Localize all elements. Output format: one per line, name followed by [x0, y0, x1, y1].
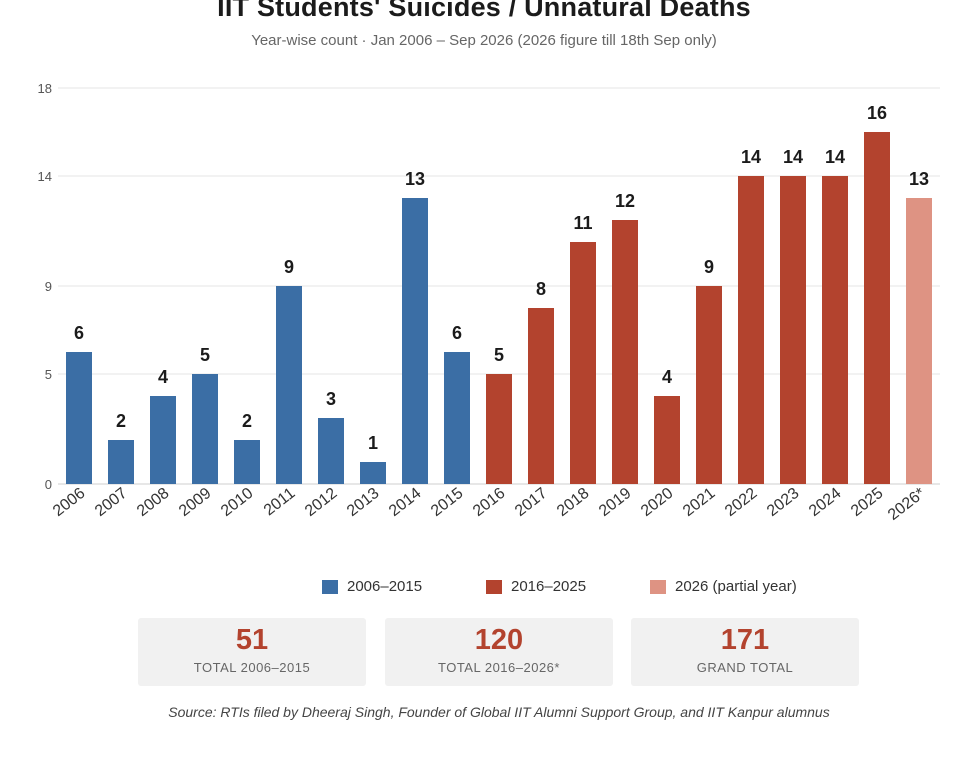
- y-tick-label: 0: [45, 477, 52, 492]
- data-label: 11: [573, 213, 592, 233]
- data-label: 5: [494, 345, 504, 365]
- x-tick-label: 2014: [386, 485, 425, 520]
- legend-swatch-period2: [486, 579, 502, 594]
- y-tick-label: 9: [45, 279, 52, 294]
- x-tick-label: 2023: [764, 485, 803, 520]
- y-tick-label: 5: [45, 367, 52, 382]
- bar: [696, 286, 722, 484]
- data-label: 3: [326, 389, 336, 409]
- data-label: 14: [783, 147, 803, 167]
- chart-title: IIT Students' Suicides / Unnatural Death…: [217, 0, 751, 22]
- data-label: 2: [116, 411, 126, 431]
- x-tick-label: 2006: [50, 485, 89, 520]
- x-tick-label: 2018: [554, 485, 593, 520]
- bar: [150, 396, 176, 484]
- x-tick-label: 2008: [134, 485, 173, 520]
- legend-item-partial: 2026 (partial year): [650, 578, 797, 595]
- data-label: 13: [405, 169, 425, 189]
- bar: [570, 242, 596, 484]
- total-value-grand: 171: [720, 624, 770, 656]
- x-tick-label: 2017: [512, 485, 551, 520]
- x-tick-label: 2021: [680, 485, 719, 520]
- data-label: 9: [704, 257, 714, 277]
- bar: [528, 308, 554, 484]
- total-value-2016-2026: 120: [474, 624, 524, 656]
- chart-legend: 2006–2015 2016–2025 2026 (partial year): [0, 578, 968, 598]
- source-note: Source: RTIs filed by Dheeraj Singh, Fou…: [168, 704, 830, 720]
- data-label: 4: [662, 367, 672, 387]
- legend-item-period2: 2016–2025: [486, 578, 586, 595]
- data-label: 1: [368, 433, 378, 453]
- data-label: 4: [158, 367, 168, 387]
- x-tick-label: 2026*: [885, 485, 928, 524]
- bar: [654, 396, 680, 484]
- bar: [612, 220, 638, 484]
- total-card-2016-2026: 120 TOTAL 2016–2026*: [385, 618, 613, 686]
- data-label: 16: [867, 103, 887, 123]
- data-label: 8: [536, 279, 546, 299]
- x-tick-label: 2022: [722, 485, 761, 520]
- x-tick-label: 2019: [596, 485, 635, 520]
- bar: [780, 176, 806, 484]
- bar: [234, 440, 260, 484]
- total-label-2006-2015: TOTAL 2006–2015: [193, 660, 311, 675]
- data-label: 6: [74, 323, 84, 343]
- x-tick-label: 2024: [806, 485, 845, 520]
- bar: [906, 198, 932, 484]
- total-card-2006-2015: 51 TOTAL 2006–2015: [138, 618, 366, 686]
- bar: [864, 132, 890, 484]
- chart-subtitle: Year-wise count · Jan 2006 – Sep 2026 (2…: [251, 32, 717, 49]
- legend-label-period1: 2006–2015: [347, 578, 423, 595]
- y-tick-label: 18: [38, 81, 52, 96]
- data-label: 6: [452, 323, 462, 343]
- legend-item-period1: 2006–2015: [322, 578, 422, 595]
- bar: [108, 440, 134, 484]
- x-tick-label: 2013: [344, 485, 383, 520]
- bar: [402, 198, 428, 484]
- x-tick-label: 2016: [470, 485, 509, 520]
- x-tick-label: 2010: [218, 485, 257, 520]
- bar: [66, 352, 92, 484]
- bar: [738, 176, 764, 484]
- legend-swatch-period1: [322, 579, 338, 594]
- legend-label-partial: 2026 (partial year): [675, 578, 797, 595]
- x-tick-label: 2009: [176, 485, 215, 520]
- bar: [276, 286, 302, 484]
- x-tick-label: 2007: [92, 485, 131, 520]
- data-label: 2: [242, 411, 252, 431]
- data-label: 14: [741, 147, 761, 167]
- data-label: 5: [200, 345, 210, 365]
- data-label: 14: [825, 147, 845, 167]
- x-tick-label: 2011: [261, 485, 299, 520]
- x-tick-label: 2025: [848, 485, 887, 520]
- total-card-grand: 171 GRAND TOTAL: [631, 618, 859, 686]
- bar: [360, 462, 386, 484]
- bar: [486, 374, 512, 484]
- bar: [822, 176, 848, 484]
- x-tick-label: 2015: [428, 485, 467, 520]
- legend-swatch-partial: [650, 579, 666, 594]
- bar: [444, 352, 470, 484]
- total-label-2016-2026: TOTAL 2016–2026*: [438, 660, 560, 675]
- x-tick-label: 2020: [638, 485, 677, 520]
- legend-label-period2: 2016–2025: [511, 578, 587, 595]
- bar: [192, 374, 218, 484]
- y-tick-label: 14: [38, 169, 52, 184]
- total-label-grand: GRAND TOTAL: [696, 660, 794, 675]
- data-label: 13: [909, 169, 929, 189]
- data-label: 9: [284, 257, 294, 277]
- total-value-2006-2015: 51: [235, 624, 269, 656]
- data-label: 12: [615, 191, 635, 211]
- bar-chart: 0591418620062200742008520092201092011320…: [38, 81, 940, 524]
- x-tick-label: 2012: [302, 485, 341, 520]
- bar: [318, 418, 344, 484]
